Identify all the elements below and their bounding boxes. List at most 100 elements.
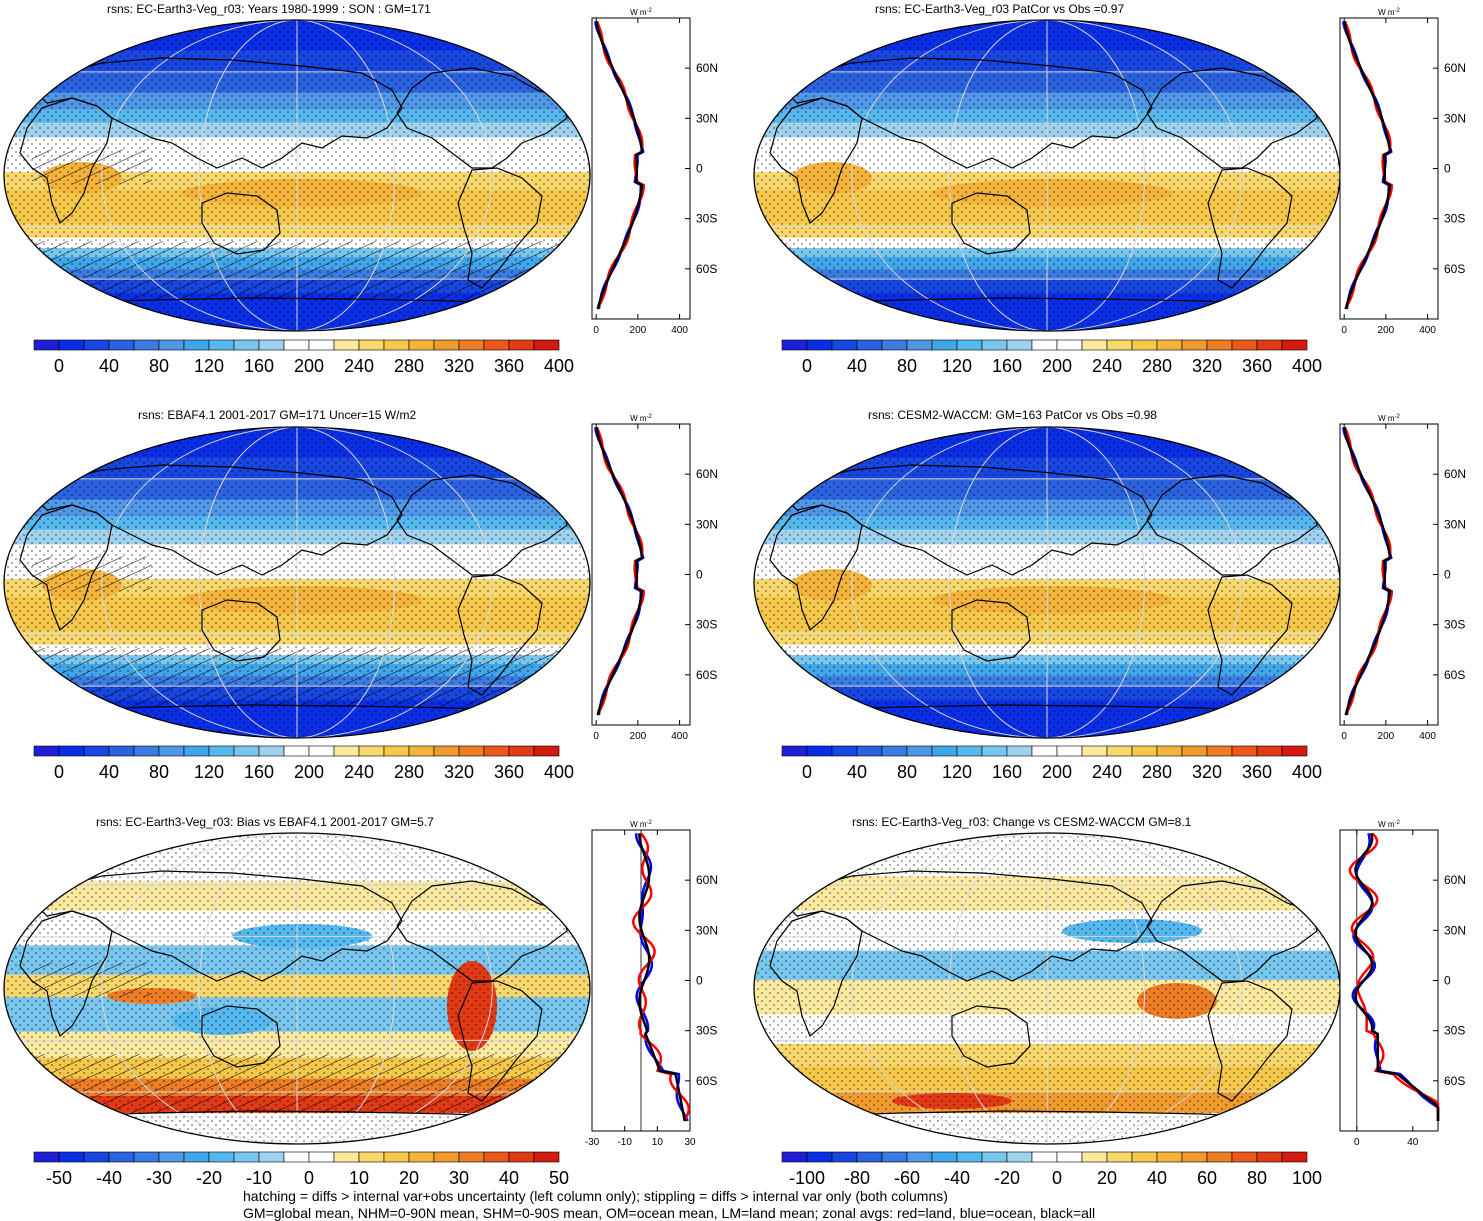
zonal-unit-label: W m-2 (1378, 820, 1400, 829)
zonal-lat-label: 30S (696, 212, 717, 226)
colorbar-swatch (1106, 339, 1133, 351)
colorbar-label: 360 (1242, 762, 1272, 782)
zonal-lat-label: 0 (1444, 568, 1451, 582)
colorbar-swatch (1281, 339, 1308, 351)
colorbar-swatch (133, 339, 160, 351)
zonal-lat-label: 30N (696, 111, 718, 125)
colorbar-swatch (1081, 745, 1108, 757)
zonal-lat-label: 30N (696, 923, 718, 937)
colorbar-label: 280 (1142, 762, 1172, 782)
colorbar-label: -20 (196, 1168, 222, 1188)
colorbar-swatch (208, 339, 235, 351)
panel-5-map (3, 832, 591, 1145)
colorbar-swatch (333, 339, 360, 351)
colorbar-swatch (208, 745, 235, 757)
colorbar-swatch (433, 745, 460, 757)
colorbar-swatch (1206, 745, 1233, 757)
colorbar-label: 100 (1292, 1168, 1322, 1188)
zonal-x-tick-label: 0 (593, 325, 599, 336)
colorbar-label: 80 (149, 762, 169, 782)
colorbar-swatch (1006, 745, 1033, 757)
colorbar-label: 200 (1042, 356, 1072, 376)
zonal-x-tick-label: -30 (585, 1137, 600, 1148)
colorbar-swatch (981, 339, 1008, 351)
colorbar-swatch (1206, 1151, 1233, 1163)
colorbar-swatch (283, 745, 310, 757)
colorbar-swatch (781, 339, 808, 351)
colorbar-swatch (1256, 745, 1283, 757)
colorbar-swatch (58, 1151, 85, 1163)
zonal-lat-label: 60N (1444, 61, 1466, 75)
colorbar-swatch (956, 1151, 983, 1163)
zonal-lat-label: 0 (1444, 162, 1451, 176)
colorbar-swatch (1031, 339, 1058, 351)
colorbar-swatch (1081, 339, 1108, 351)
colorbar-swatch (1006, 1151, 1033, 1163)
colorbar-swatch (358, 1151, 385, 1163)
zonal-lat-label: 30S (1444, 212, 1465, 226)
zonal-x-tick-label: 400 (1419, 731, 1436, 742)
panel-4-title: rsns: CESM2-WACCM: GM=163 PatCor vs Obs … (868, 408, 1157, 422)
colorbar-swatch (1156, 745, 1183, 757)
colorbar-label: 80 (1247, 1168, 1267, 1188)
colorbar-label: 160 (992, 356, 1022, 376)
zonal-all-line (638, 833, 687, 1122)
colorbar-label: 80 (897, 356, 917, 376)
zonal-lat-label: 60S (696, 1074, 717, 1088)
colorbar-label: -30 (146, 1168, 172, 1188)
colorbar-swatch (108, 745, 135, 757)
colorbar-label: 360 (1242, 356, 1272, 376)
colorbar-swatch (433, 1151, 460, 1163)
colorbar-label: -100 (789, 1168, 825, 1188)
colorbar-swatch (1081, 1151, 1108, 1163)
zonal-lat-label: 60S (696, 668, 717, 682)
colorbar-swatch (956, 339, 983, 351)
zonal-x-tick-label: 0 (1341, 731, 1347, 742)
zonal-unit-label: W m-2 (630, 820, 652, 829)
colorbar-swatch (1156, 1151, 1183, 1163)
colorbar-swatch (383, 1151, 410, 1163)
colorbar-swatch (1281, 1151, 1308, 1163)
colorbar-label: 200 (294, 762, 324, 782)
colorbar-swatch (856, 745, 883, 757)
zonal-x-tick-label: 400 (671, 325, 688, 336)
colorbar-label: 40 (847, 356, 867, 376)
panel-6-title: rsns: EC-Earth3-Veg_r03: Change vs CESM2… (852, 815, 1192, 829)
colorbar-swatch (58, 339, 85, 351)
colorbar-swatch (931, 745, 958, 757)
zonal-all-line (595, 427, 644, 716)
colorbar-swatch (856, 339, 883, 351)
zonal-lat-label: 60S (696, 262, 717, 276)
colorbar-swatch (133, 1151, 160, 1163)
colorbar-swatch (1106, 1151, 1133, 1163)
colorbar-label: -60 (894, 1168, 920, 1188)
colorbar-swatch (483, 745, 510, 757)
colorbar-swatch (781, 745, 808, 757)
colorbar-swatch (233, 745, 260, 757)
panel-1-map (3, 19, 591, 332)
colorbar-label: 400 (1292, 762, 1322, 782)
colorbar-swatch (956, 745, 983, 757)
zonal-lat-label: 30N (1444, 111, 1466, 125)
zonal-all-line (1343, 21, 1392, 310)
panel-3-zonal-profile: 60N 30N 0 30S 60S 0 200 400 W m-2 (591, 414, 718, 742)
colorbar-label: 120 (942, 762, 972, 782)
colorbar-swatch (533, 339, 560, 351)
panel-4-colorbar: 0 40 80 120 160 200 240 280 320 360 400 (781, 745, 1322, 782)
colorbar-label: 240 (1092, 762, 1122, 782)
colorbar-swatch (33, 745, 60, 757)
colorbar-swatch (258, 339, 285, 351)
colorbar-swatch (183, 1151, 210, 1163)
colorbar-swatch (158, 1151, 185, 1163)
colorbar-swatch (931, 1151, 958, 1163)
zonal-lat-label: 60N (1444, 467, 1466, 481)
colorbar-label: 20 (399, 1168, 419, 1188)
footer-line-2: GM=global mean, NHM=0-90N mean, SHM=0-90… (243, 1205, 1096, 1221)
colorbar-swatch (1206, 339, 1233, 351)
colorbar-label: 40 (99, 356, 119, 376)
colorbar-label: 40 (847, 762, 867, 782)
colorbar-swatch (83, 1151, 110, 1163)
panel-6-colorbar: -100 -80 -60 -40 -20 0 20 40 60 80 100 (781, 1151, 1322, 1188)
colorbar-label: 280 (394, 762, 424, 782)
zonal-x-tick-label: -10 (617, 1137, 632, 1148)
